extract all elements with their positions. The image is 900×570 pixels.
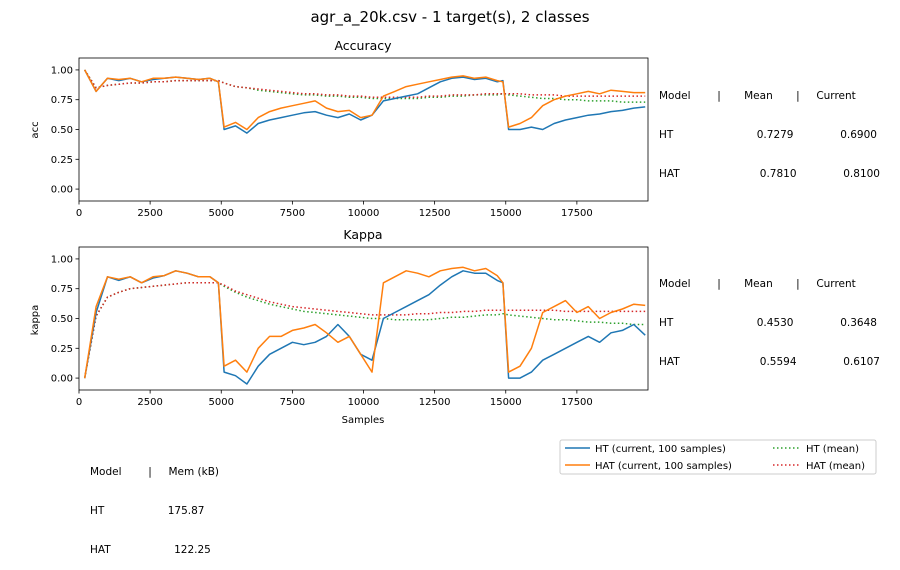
legend-label-hat-mean: HAT (mean) — [806, 461, 865, 472]
accuracy-xtick-label: 12500 — [419, 208, 451, 219]
kappa-stats-header: Model | Mean | Current — [659, 278, 856, 290]
accuracy-axes-frame — [78, 57, 649, 202]
figure-title: agr_a_20k.csv - 1 target(s), 2 classes — [310, 8, 589, 27]
kappa-panel: Kappa kappa Samples 0.00 0.25 0.50 0.75 1.00… — [30, 227, 649, 426]
legend-label-ht-mean: HT (mean) — [806, 444, 859, 455]
accuracy-plot-area: 0.00 0.25 0.50 0.75 1.00 0 2500 5000 7500 10000 12… — [51, 57, 649, 219]
accuracy-xtick-label: 0 — [76, 208, 82, 219]
legend-label-hat-current: HAT (current, 100 samples) — [595, 461, 732, 472]
kappa-xtick-label: 12500 — [419, 397, 451, 408]
accuracy-ytick-label: 0.50 — [51, 125, 73, 136]
memory-row-ht: HT 175.87 — [90, 505, 205, 517]
accuracy-stats-header: Model | Mean | Current — [659, 90, 856, 102]
memory-row-hat: HAT 122.25 — [90, 544, 211, 556]
kappa-xtick-label: 7500 — [280, 397, 305, 408]
kappa-stats-row-ht: HT 0.4530 0.3648 — [659, 317, 877, 329]
kappa-ytick-label: 0.50 — [51, 314, 73, 325]
accuracy-series-hat-mean-line — [84, 69, 646, 99]
kappa-ytick-label: 0.25 — [51, 344, 73, 355]
kappa-ylabel: kappa — [30, 305, 41, 336]
accuracy-ytick-label: 0.25 — [51, 155, 73, 166]
accuracy-xtick-label: 2500 — [137, 208, 162, 219]
kappa-series-ht-current-line — [83, 270, 646, 385]
memory-table: Model | Mem (kB) HT 175.87 HAT 122.25 — [90, 440, 219, 570]
figure: agr_a_20k.csv - 1 target(s), 2 classes A… — [30, 8, 877, 475]
accuracy-ylabel: acc — [30, 121, 41, 138]
kappa-ytick-label: 0.75 — [51, 284, 73, 295]
accuracy-stats-row-hat: HAT 0.7810 0.8100 — [659, 168, 880, 180]
accuracy-ytick-label: 0.75 — [51, 95, 73, 106]
legend-label-ht-current: HT (current, 100 samples) — [595, 444, 726, 455]
accuracy-series-hat-current-line — [84, 69, 646, 131]
kappa-ytick-label: 1.00 — [51, 254, 73, 265]
accuracy-stats-row-ht: HT 0.7279 0.6900 — [659, 129, 877, 141]
accuracy-series-ht-mean-line — [84, 69, 646, 103]
accuracy-xtick-label: 10000 — [348, 208, 380, 219]
legend: HT (current, 100 samples) HAT (current, … — [559, 439, 877, 475]
kappa-xtick-label: 15000 — [490, 397, 522, 408]
kappa-axes-frame — [78, 246, 649, 391]
kappa-xlabel: Samples — [342, 415, 385, 426]
kappa-xtick-label: 10000 — [348, 397, 380, 408]
kappa-xtick-label: 17500 — [561, 397, 593, 408]
kappa-xtick-label: 2500 — [137, 397, 162, 408]
accuracy-xtick-label: 7500 — [280, 208, 305, 219]
accuracy-ytick-label: 1.00 — [51, 65, 73, 76]
kappa-series-hat-mean-line — [83, 282, 646, 379]
accuracy-xtick-label: 5000 — [209, 208, 234, 219]
accuracy-xtick-label: 17500 — [561, 208, 593, 219]
accuracy-xtick-label: 15000 — [490, 208, 522, 219]
kappa-stats-row-hat: HAT 0.5594 0.6107 — [659, 356, 880, 368]
kappa-title: Kappa — [343, 227, 382, 242]
accuracy-title: Accuracy — [334, 38, 392, 53]
memory-header: Model | Mem (kB) — [90, 466, 220, 478]
kappa-series-hat-current-line — [83, 266, 646, 379]
kappa-plot-area: 0.00 0.25 0.50 0.75 1.00 0 2500 5000 7500 10000 12… — [51, 246, 649, 408]
kappa-ytick-label: 0.00 — [51, 374, 73, 385]
accuracy-series-ht-current-line — [84, 69, 646, 134]
accuracy-panel: Accuracy acc 0.00 0.25 0.50 0.75 1.00 0 2500 50… — [30, 38, 649, 219]
accuracy-stats-table: Model | Mean | Current HT 0.7279 0.6900 … — [659, 64, 880, 194]
kappa-series-ht-mean-line — [83, 282, 646, 379]
kappa-xtick-label: 0 — [76, 397, 82, 408]
kappa-stats-table: Model | Mean | Current HT 0.4530 0.3648 … — [659, 252, 880, 382]
accuracy-ytick-label: 0.00 — [51, 185, 73, 196]
kappa-xtick-label: 5000 — [209, 397, 234, 408]
